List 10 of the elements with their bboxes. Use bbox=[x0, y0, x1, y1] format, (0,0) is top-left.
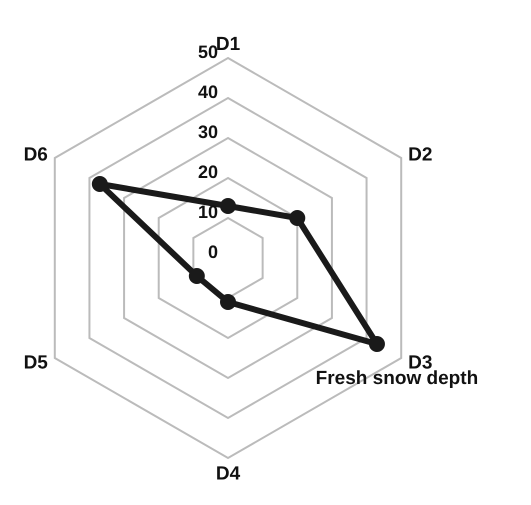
spoke-label: D4 bbox=[216, 463, 241, 484]
spoke-label: D6 bbox=[24, 144, 48, 166]
y-tick-label: 10 bbox=[198, 202, 218, 222]
y-tick-label: 30 bbox=[198, 122, 218, 142]
spoke-label: D2 bbox=[408, 144, 432, 166]
spoke-label: D5 bbox=[24, 352, 48, 374]
y-tick-label: 0 bbox=[208, 242, 218, 262]
y-tick-label: 40 bbox=[198, 82, 218, 102]
y-tick-label: 20 bbox=[198, 162, 218, 182]
y-tick-label: 50 bbox=[198, 42, 218, 62]
